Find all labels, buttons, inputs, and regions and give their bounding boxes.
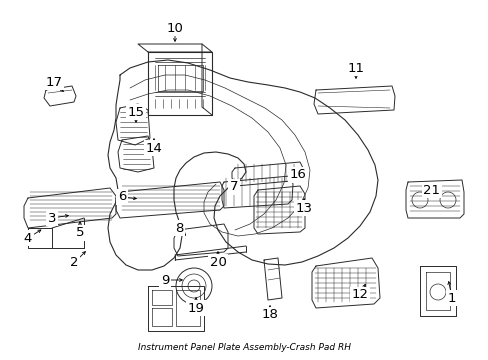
Text: 21: 21 <box>423 184 440 197</box>
Text: 18: 18 <box>261 309 278 321</box>
Text: 5: 5 <box>76 226 84 239</box>
Text: 4: 4 <box>24 231 32 244</box>
Text: 17: 17 <box>45 76 62 89</box>
Text: 3: 3 <box>48 211 56 225</box>
Text: 6: 6 <box>118 190 126 203</box>
Text: 1: 1 <box>447 292 455 305</box>
Text: 19: 19 <box>187 302 204 315</box>
Text: 9: 9 <box>161 274 169 287</box>
Text: 20: 20 <box>209 256 226 269</box>
Text: 7: 7 <box>229 180 238 194</box>
Text: 13: 13 <box>295 202 312 215</box>
Text: 8: 8 <box>174 221 183 234</box>
Text: 15: 15 <box>127 105 144 118</box>
Text: 11: 11 <box>347 62 364 75</box>
Text: 2: 2 <box>70 256 78 270</box>
Text: 10: 10 <box>166 22 183 35</box>
Text: 12: 12 <box>351 288 368 302</box>
Text: Instrument Panel Plate Assembly-Crash Pad RH: Instrument Panel Plate Assembly-Crash Pa… <box>138 343 350 352</box>
Text: 16: 16 <box>289 168 306 181</box>
Text: 14: 14 <box>145 141 162 154</box>
